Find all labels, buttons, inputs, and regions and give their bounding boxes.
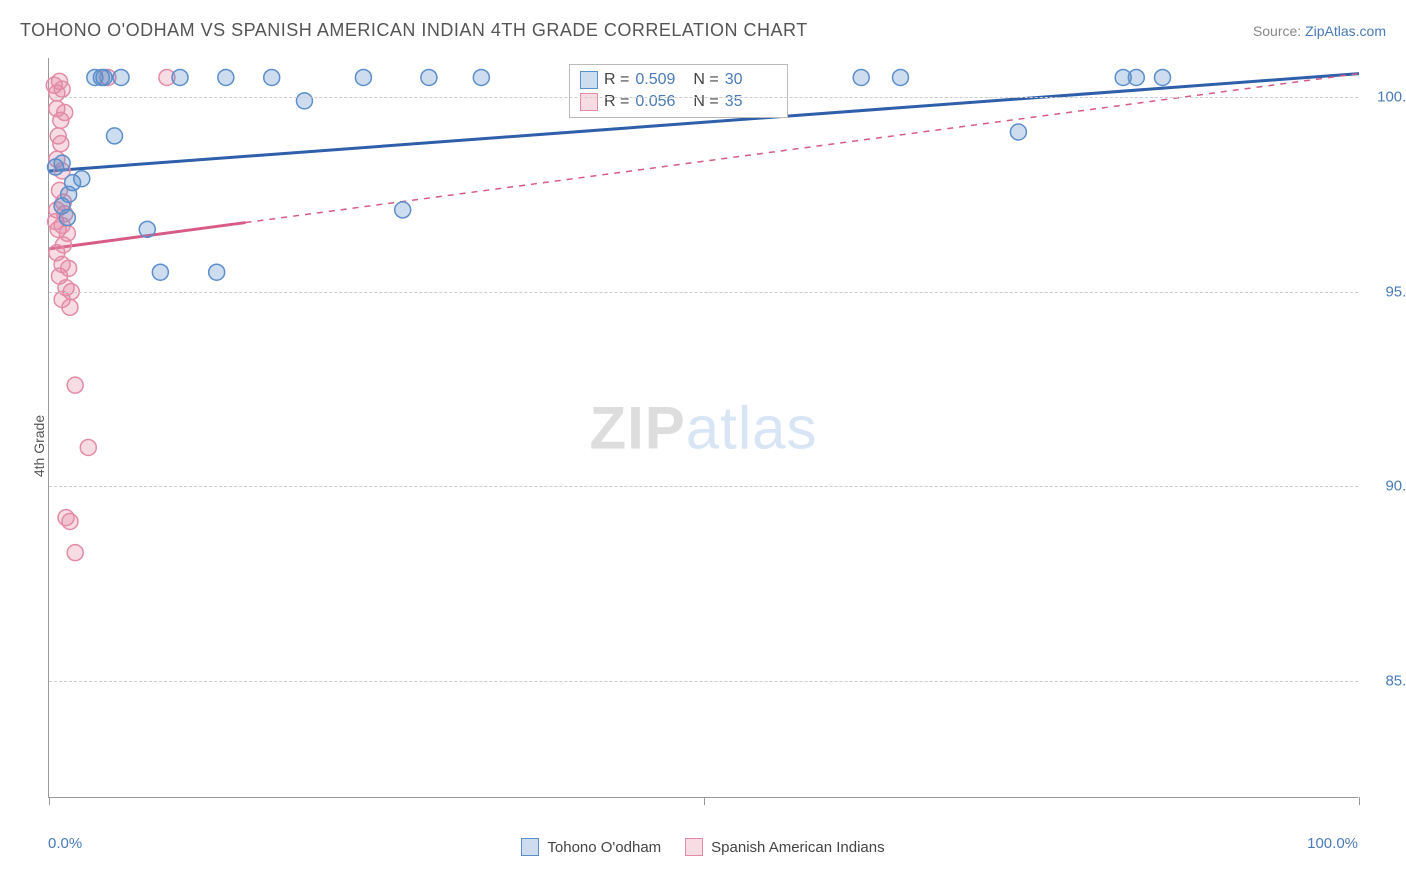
scatter-point-series1: [209, 264, 225, 280]
y-axis-label: 4th Grade: [31, 415, 47, 477]
scatter-point-series1: [74, 171, 90, 187]
scatter-point-series1: [218, 69, 234, 85]
scatter-point-series1: [96, 69, 112, 85]
scatter-point-series2: [80, 439, 96, 455]
header: TOHONO O'ODHAM VS SPANISH AMERICAN INDIA…: [20, 20, 1386, 41]
source-link[interactable]: ZipAtlas.com: [1305, 23, 1386, 39]
plot-area: ZIPatlas R = 0.509 N = 30 R = 0.056 N = …: [48, 58, 1358, 798]
scatter-point-series1: [61, 186, 77, 202]
stat-n-label: N =: [693, 93, 718, 111]
legend-label-series2: Spanish American Indians: [711, 839, 884, 856]
stat-row-series2: R = 0.056 N = 35: [580, 91, 777, 113]
y-tick-label: 85.0%: [1368, 673, 1406, 690]
scatter-point-series2: [53, 136, 69, 152]
legend-item-series2: Spanish American Indians: [685, 838, 884, 856]
stat-n-value-series2: 35: [725, 93, 777, 111]
legend: Tohono O'odham Spanish American Indians: [0, 838, 1406, 856]
x-tick: [704, 797, 705, 805]
scatter-point-series1: [172, 69, 188, 85]
trend-line-series2-dashed: [246, 74, 1360, 223]
chart-title: TOHONO O'ODHAM VS SPANISH AMERICAN INDIA…: [20, 20, 808, 41]
gridline: [49, 486, 1358, 487]
scatter-point-series2: [57, 105, 73, 121]
stat-r-value-series2: 0.056: [635, 93, 687, 111]
scatter-point-series1: [853, 69, 869, 85]
scatter-point-series1: [113, 69, 129, 85]
legend-swatch-series2: [685, 838, 703, 856]
scatter-point-series1: [421, 69, 437, 85]
legend-item-series1: Tohono O'odham: [521, 838, 661, 856]
scatter-point-series2: [62, 299, 78, 315]
scatter-point-series2: [54, 81, 70, 97]
scatter-point-series1: [107, 128, 123, 144]
stat-r-label: R =: [604, 71, 629, 89]
scatter-point-series1: [1128, 69, 1144, 85]
scatter-point-series1: [395, 202, 411, 218]
scatter-point-series1: [139, 221, 155, 237]
y-tick-label: 100.0%: [1368, 88, 1406, 105]
stat-row-series1: R = 0.509 N = 30: [580, 69, 777, 91]
scatter-point-series1: [152, 264, 168, 280]
scatter-point-series1: [1010, 124, 1026, 140]
source-attribution: Source: ZipAtlas.com: [1253, 23, 1386, 39]
stat-swatch-series2: [580, 93, 598, 111]
scatter-point-series1: [54, 155, 70, 171]
scatter-point-series1: [296, 93, 312, 109]
scatter-point-series1: [1155, 69, 1171, 85]
gridline: [49, 681, 1358, 682]
gridline: [49, 97, 1358, 98]
stat-n-value-series1: 30: [725, 71, 777, 89]
y-tick-label: 95.0%: [1368, 283, 1406, 300]
stat-swatch-series1: [580, 71, 598, 89]
scatter-point-series1: [59, 210, 75, 226]
x-tick: [1359, 797, 1360, 805]
x-tick: [49, 797, 50, 805]
scatter-point-series1: [893, 69, 909, 85]
gridline: [49, 292, 1358, 293]
scatter-point-series1: [473, 69, 489, 85]
scatter-point-series2: [67, 545, 83, 561]
scatter-point-series1: [264, 69, 280, 85]
scatter-point-series1: [355, 69, 371, 85]
chart-svg: [49, 58, 1358, 797]
scatter-point-series2: [62, 513, 78, 529]
y-tick-label: 90.0%: [1368, 478, 1406, 495]
scatter-point-series2: [67, 377, 83, 393]
correlation-stat-box: R = 0.509 N = 30 R = 0.056 N = 35: [569, 64, 788, 118]
stat-r-label: R =: [604, 93, 629, 111]
source-prefix: Source:: [1253, 23, 1305, 39]
stat-r-value-series1: 0.509: [635, 71, 687, 89]
legend-swatch-series1: [521, 838, 539, 856]
legend-label-series1: Tohono O'odham: [547, 839, 661, 856]
stat-n-label: N =: [693, 71, 718, 89]
